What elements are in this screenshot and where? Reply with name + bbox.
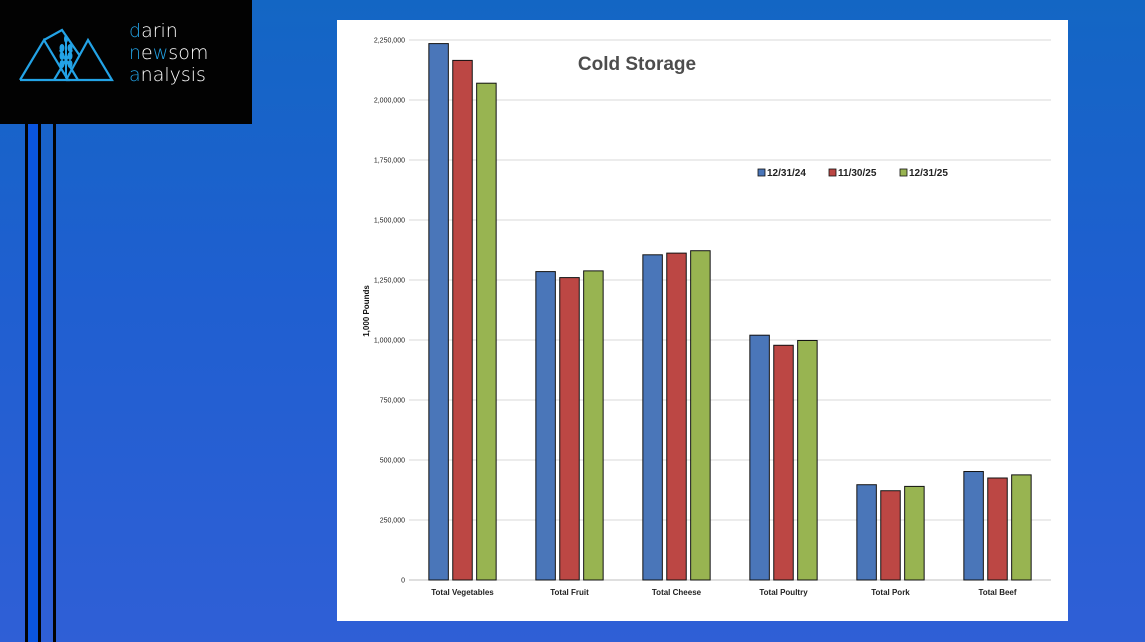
legend-label: 12/31/25	[909, 168, 948, 179]
bar-total-fruit-0	[535, 271, 556, 581]
bar-total-poultry-0	[749, 334, 770, 581]
bar-total-beef-1	[987, 477, 1008, 581]
decorative-bar	[28, 124, 38, 642]
bar-total-vegetables-0	[428, 43, 449, 581]
y-tick-label: 500,000	[380, 458, 405, 465]
chart-panel: 0 250,000 500,000 750,000 1,000,000 1,250,000…	[337, 20, 1068, 621]
decorative-bar	[53, 124, 56, 642]
bar-total-pork-2	[904, 485, 925, 581]
y-tick-label: 1,250,000	[374, 278, 405, 285]
cold-storage-chart: 0 250,000 500,000 750,000 1,000,000 1,250,000…	[362, 38, 1051, 597]
bar-total-fruit-2	[583, 270, 604, 581]
bar-total-poultry-2	[797, 339, 818, 581]
y-tick-label: 1,500,000	[374, 218, 405, 225]
decorative-bar	[25, 124, 28, 642]
y-tick-label: 1,000,000	[374, 338, 405, 345]
logo-box: darin newsom analysis	[0, 0, 252, 124]
y-tick-label: 1,750,000	[374, 158, 405, 165]
mountain-wheat-logo-icon	[19, 28, 114, 82]
logo-line-2: newsom	[129, 42, 209, 64]
x-axis: Total Vegetables Total Fruit Total Cheese T…	[431, 588, 1017, 597]
bar-total-poultry-1	[773, 344, 794, 581]
x-tick-label: Total Pork	[871, 588, 910, 597]
x-tick-label: Total Fruit	[550, 588, 589, 597]
legend-label: 12/31/24	[767, 168, 806, 179]
y-tick-label: 750,000	[380, 398, 405, 405]
bar-total-beef-2	[1011, 474, 1032, 581]
logo-line-3: analysis	[129, 64, 206, 86]
x-tick-label: Total Beef	[978, 588, 1016, 597]
legend-swatch	[757, 168, 766, 177]
y-tick-label: 0	[401, 578, 405, 585]
bar-total-cheese-1	[666, 252, 687, 581]
y-tick-label: 2,250,000	[374, 38, 405, 45]
x-tick-label: Total Poultry	[759, 588, 808, 597]
bar-total-vegetables-1	[452, 59, 473, 581]
bar-total-pork-0	[856, 484, 877, 581]
x-tick-label: Total Cheese	[652, 588, 702, 597]
legend-label: 11/30/25	[838, 168, 877, 179]
y-axis-label: 1,000 Pounds	[362, 285, 371, 337]
bar-total-pork-1	[880, 490, 901, 581]
decorative-bar	[38, 124, 41, 642]
bar-total-fruit-1	[559, 277, 580, 581]
y-tick-label: 250,000	[380, 518, 405, 525]
chart-legend: 12/31/24 11/30/25 12/31/25	[757, 168, 948, 179]
x-tick-label: Total Vegetables	[431, 588, 494, 597]
bar-total-cheese-2	[690, 250, 711, 581]
chart-bars	[428, 43, 1032, 581]
logo-line-1: darin	[129, 20, 178, 42]
legend-swatch	[899, 168, 908, 177]
chart-grid	[409, 39, 1051, 581]
y-tick-label: 2,000,000	[374, 98, 405, 105]
legend-swatch	[828, 168, 837, 177]
logo-wordmark: darin newsom analysis	[129, 20, 208, 86]
bar-total-beef-0	[963, 471, 984, 581]
chart-title: Cold Storage	[578, 54, 696, 75]
y-axis: 0 250,000 500,000 750,000 1,000,000 1,250,000…	[374, 38, 405, 585]
bar-total-vegetables-2	[476, 82, 497, 581]
bar-total-cheese-0	[642, 254, 663, 581]
